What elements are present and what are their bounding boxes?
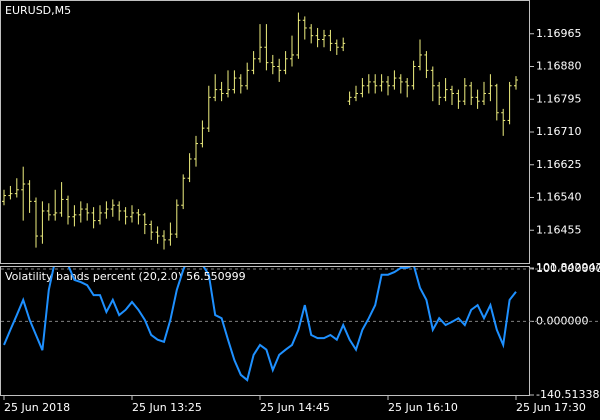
y-tick-label: 1.16540 (536, 191, 582, 204)
x-tick-label: 25 Jun 14:45 (260, 401, 330, 414)
y-tick-label: 1.16965 (536, 27, 582, 40)
indicator-value: 56.550999 (186, 270, 246, 283)
indicator-line (3, 267, 517, 382)
x-tick-label: 25 Jun 13:25 (132, 401, 202, 414)
x-tick-label: 25 Jun 17:30 (516, 401, 586, 414)
y-tick-label: 1.16880 (536, 60, 582, 73)
symbol-title: EURUSD,M5 (5, 4, 71, 17)
y-tick-label: 1.16455 (536, 223, 582, 236)
indicator-panel (0, 266, 530, 396)
y-tick-label: -140.51338 (536, 388, 599, 401)
x-tick-label: 25 Jun 16:10 (388, 401, 458, 414)
y-tick-label: 1.16710 (536, 125, 582, 138)
main-panel (0, 0, 530, 264)
indicator-title: Volatility bands percent (20,2.0) (5, 270, 182, 283)
bars (2, 12, 518, 250)
x-tick-label: 25 Jun 2018 (4, 401, 70, 414)
y-tick-label: 1.16625 (536, 158, 582, 171)
y-tick-label: 1.16795 (536, 92, 582, 105)
y-tick-label: 101.842947 (536, 261, 600, 274)
y-tick-label: 0.000000 (536, 314, 589, 327)
